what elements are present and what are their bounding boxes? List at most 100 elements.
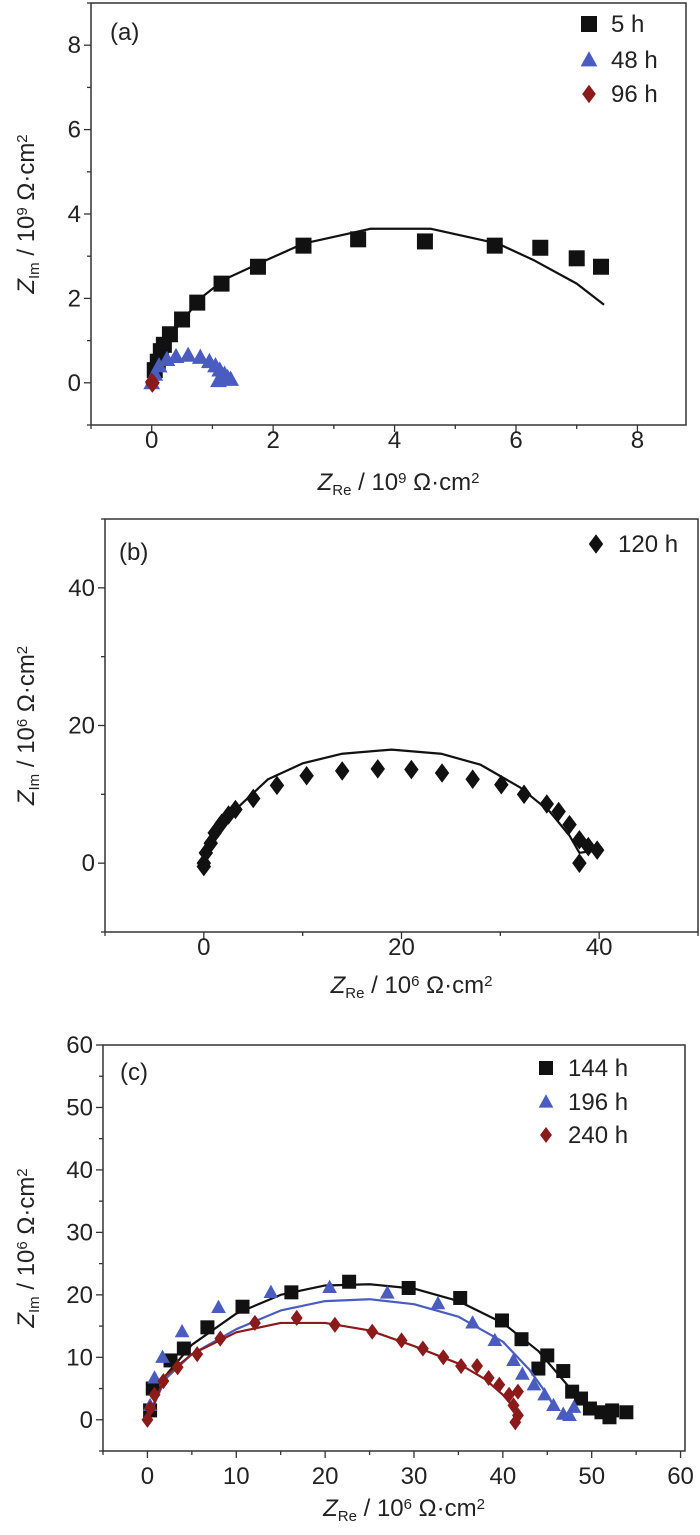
data-point	[404, 759, 419, 780]
data-point	[148, 1386, 161, 1403]
data-point	[494, 774, 509, 795]
data-point	[350, 231, 367, 248]
y-label-unit: / 10	[13, 727, 40, 774]
data-point	[556, 1364, 571, 1379]
y-tick-label: 30	[66, 1219, 93, 1246]
data-point	[430, 1295, 446, 1310]
data-point	[566, 1399, 582, 1413]
x-tick-label: 20	[388, 934, 415, 961]
x-tick-label: 0	[197, 934, 210, 961]
data-point	[176, 1341, 191, 1356]
y-tick-label: 40	[66, 1157, 93, 1184]
data-point	[174, 311, 191, 328]
data-point	[157, 1372, 170, 1390]
y-tick-label: 0	[68, 370, 81, 397]
y-tick-label: 20	[66, 1282, 93, 1309]
data-point	[299, 765, 314, 786]
data-point	[593, 258, 609, 275]
x-axis-title: ZRe / 106 Ω·cm2	[330, 972, 493, 1002]
x-label-exp: 6	[404, 1496, 412, 1513]
data-point	[514, 1332, 529, 1347]
y-tick-label: 6	[68, 117, 81, 144]
data-point	[589, 840, 605, 860]
plot-frame	[104, 518, 699, 933]
series-240h	[141, 1309, 524, 1431]
x-label-symbol: Z	[330, 972, 347, 999]
series-196h	[142, 1279, 582, 1421]
x-label-sub: Re	[345, 985, 364, 1002]
y-tick-label: 0	[80, 1407, 93, 1434]
panel-label: (a)	[110, 19, 139, 46]
x-tick-label: 8	[631, 427, 644, 454]
legend-label: 5 h	[611, 11, 644, 38]
data-point	[189, 294, 206, 311]
data-point	[263, 1284, 279, 1298]
data-point	[213, 275, 230, 292]
data-point	[401, 1280, 416, 1295]
data-point	[228, 799, 243, 820]
data-point	[191, 1346, 204, 1363]
data-point	[342, 1274, 357, 1289]
x-axis-title: ZRe / 106 Ω·cm2	[322, 1495, 485, 1525]
x-label-sub: Re	[332, 482, 351, 499]
y-label-unit: / 10	[13, 1250, 40, 1297]
y-label-exp: 6	[14, 1241, 31, 1249]
data-point	[582, 1401, 597, 1416]
x-label-exp2: 2	[484, 973, 492, 990]
data-point	[161, 326, 178, 343]
y-tick-label: 20	[68, 713, 95, 740]
legend-marker	[580, 51, 598, 67]
data-point	[482, 1369, 495, 1386]
legend-marker	[582, 84, 596, 104]
data-point	[179, 346, 197, 362]
data-point	[516, 784, 532, 805]
y-label-unit2: Ω·cm	[13, 143, 40, 208]
legend-marker	[538, 1094, 554, 1108]
x-axis-title: ZRe / 109 Ω·cm2	[317, 469, 480, 499]
data-point	[290, 1309, 303, 1327]
data-point	[284, 1285, 299, 1300]
data-point	[370, 759, 386, 779]
y-label-unit2: Ω·cm	[13, 1177, 40, 1242]
x-label-unit: / 10	[357, 1495, 404, 1522]
data-point	[465, 769, 480, 789]
data-point	[619, 1405, 634, 1420]
y-label-symbol: Z	[13, 789, 40, 806]
x-tick-label: 2	[266, 427, 279, 454]
x-label-unit2: Ω·cm	[412, 1495, 477, 1522]
data-point	[328, 1316, 341, 1333]
y-label-exp2: 2	[14, 646, 31, 654]
data-point	[322, 1279, 337, 1293]
legend-label: 144 h	[568, 1055, 628, 1082]
y-tick-label: 2	[68, 285, 81, 312]
data-point	[494, 1313, 509, 1328]
data-point	[532, 239, 549, 256]
y-axis-title: ZIm / 106 Ω·cm2	[13, 1168, 43, 1328]
x-tick-label: 0	[145, 427, 158, 454]
data-point	[453, 1290, 468, 1305]
data-point	[416, 1340, 429, 1357]
x-label-symbol: Z	[317, 469, 334, 496]
data-point	[334, 761, 350, 781]
series-120h	[196, 748, 605, 877]
x-tick-label: 4	[388, 427, 401, 454]
y-label-symbol: Z	[13, 278, 40, 295]
data-point	[471, 1358, 484, 1375]
fit-line	[146, 1298, 558, 1421]
legend-label: 120 h	[618, 531, 678, 558]
x-label-exp2: 2	[471, 470, 479, 487]
x-label-symbol: Z	[322, 1495, 339, 1522]
data-point	[191, 348, 209, 364]
data-point	[416, 233, 433, 250]
data-point	[551, 801, 566, 822]
data-point	[493, 1376, 506, 1393]
data-point	[235, 1299, 250, 1314]
legend-label: 196 h	[568, 1089, 628, 1116]
series-144h	[143, 1274, 634, 1425]
data-point	[531, 1361, 546, 1376]
data-point	[200, 1320, 215, 1335]
data-point	[210, 371, 227, 388]
y-label-exp2: 2	[14, 134, 31, 142]
panel-label: (c)	[120, 1059, 148, 1086]
x-label-sub: Re	[338, 1508, 357, 1525]
